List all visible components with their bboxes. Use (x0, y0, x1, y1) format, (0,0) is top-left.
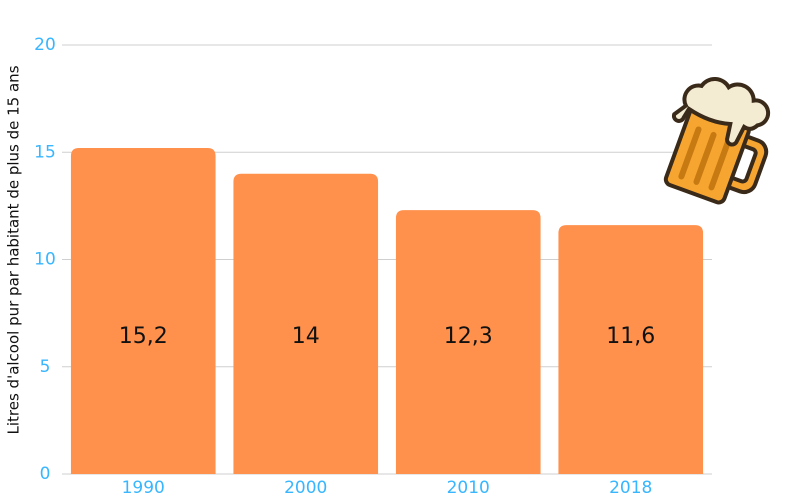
bar (395, 210, 541, 475)
y-axis-title: Litres d'alcool pur par habitant de plus… (5, 65, 23, 434)
value-label: 15,2 (119, 324, 168, 349)
y-tick-label: 10 (34, 250, 56, 270)
x-tick-label: 2010 (447, 478, 490, 498)
value-label: 12,3 (444, 324, 493, 349)
x-tick-label: 2000 (284, 478, 327, 498)
y-tick-label: 15 (34, 142, 56, 162)
beer-mug-icon (663, 77, 771, 205)
value-label: 14 (292, 324, 320, 349)
bar (70, 147, 216, 474)
y-tick-label: 20 (34, 35, 56, 55)
y-tick-label: 5 (40, 357, 51, 377)
bar (558, 225, 704, 474)
x-tick-label: 1990 (122, 478, 165, 498)
bar (233, 173, 379, 474)
plot: 0 5 10 15 20 1990 15,2 2000 14 2010 12,3 2018 11,6 (34, 35, 712, 498)
y-tick-label: 0 (40, 464, 51, 484)
value-label: 11,6 (606, 324, 655, 349)
x-tick-label: 2018 (609, 478, 652, 498)
